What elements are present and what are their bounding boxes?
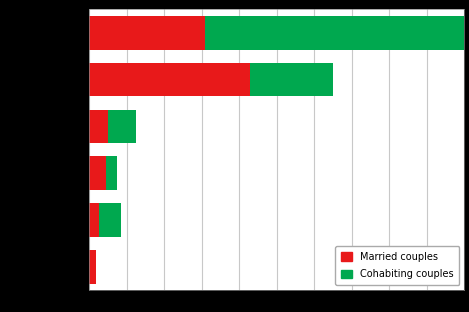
Bar: [250, 63, 333, 96]
Bar: [205, 16, 464, 50]
Legend: Married couples, Cohabiting couples: Married couples, Cohabiting couples: [335, 246, 460, 285]
Bar: [108, 110, 136, 143]
Bar: [89, 203, 99, 237]
Bar: [106, 156, 117, 190]
Bar: [89, 156, 106, 190]
Bar: [89, 63, 250, 96]
Bar: [89, 16, 205, 50]
Bar: [89, 110, 108, 143]
Bar: [99, 203, 121, 237]
Bar: [89, 250, 96, 284]
